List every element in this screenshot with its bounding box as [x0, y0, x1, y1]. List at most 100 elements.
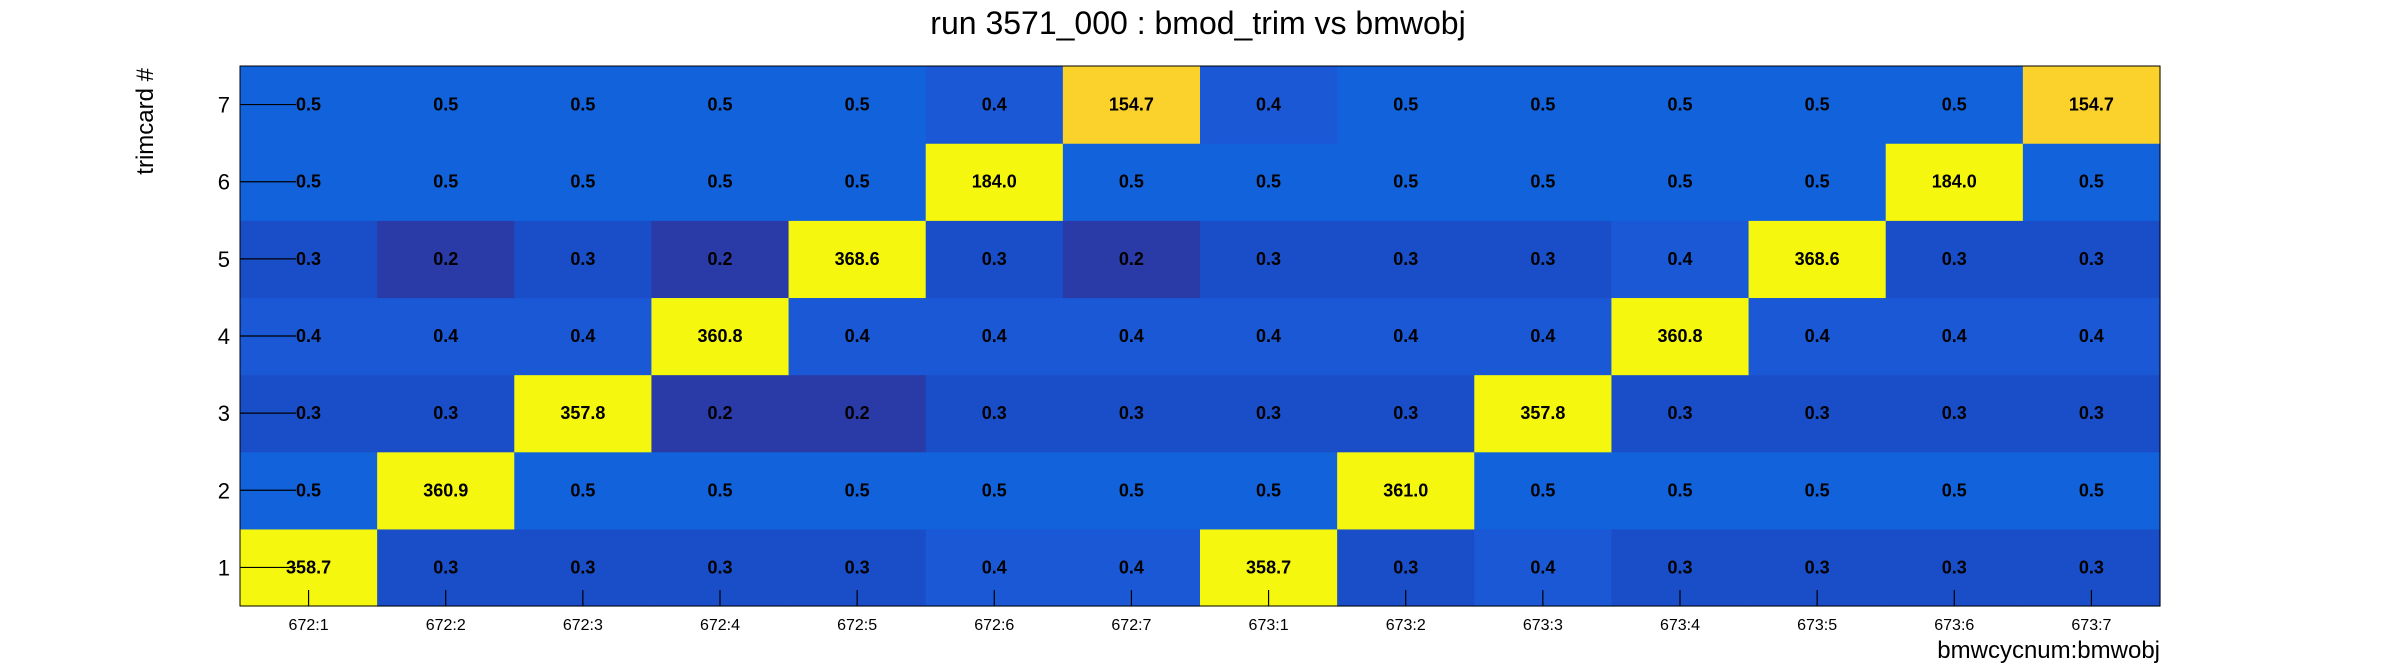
heatmap-cell	[1748, 220, 1887, 299]
cell-value-label: 0.3	[982, 249, 1007, 269]
heatmap-cell	[514, 297, 653, 376]
cell-value-label: 0.5	[296, 172, 321, 192]
cell-value-label: 0.5	[1393, 95, 1418, 115]
cell-value-label: 0.5	[1667, 480, 1692, 500]
heatmap-cell	[2022, 66, 2161, 144]
cell-value-label: 0.3	[2079, 557, 2104, 577]
cell-value-label: 0.3	[1667, 403, 1692, 423]
heatmap-cell	[788, 374, 927, 453]
cell-value-label: 0.4	[982, 326, 1007, 346]
cell-value-label: 0.3	[1256, 249, 1281, 269]
cell-value-label: 360.9	[423, 480, 468, 500]
cell-value-label: 0.5	[1667, 172, 1692, 192]
heatmap-cell	[377, 143, 515, 221]
x-tick-label: 673:1	[1249, 617, 1289, 634]
y-tick-label: 5	[218, 247, 230, 272]
heatmap-cell	[651, 66, 790, 144]
cell-value-label: 0.5	[1393, 172, 1418, 192]
heatmap-cell	[1337, 66, 1475, 144]
x-tick-label: 673:6	[1934, 617, 1974, 634]
heatmap-cell	[1748, 374, 1887, 453]
y-tick-label: 2	[218, 478, 230, 503]
cell-value-label: 0.3	[570, 249, 595, 269]
cell-value-label: 184.0	[972, 172, 1017, 192]
cell-value-label: 0.5	[1530, 172, 1555, 192]
cell-value-label: 368.6	[1795, 249, 1840, 269]
cell-value-label: 0.5	[433, 95, 458, 115]
cell-value-label: 0.2	[1119, 249, 1144, 269]
cell-value-label: 0.3	[845, 557, 870, 577]
cell-value-label: 368.6	[835, 249, 880, 269]
heatmap-cell	[1062, 66, 1201, 144]
heatmap-cell	[788, 66, 927, 144]
x-tick-label: 672:2	[426, 617, 466, 634]
heatmap-cell	[514, 66, 653, 144]
cell-value-label: 0.4	[1119, 326, 1144, 346]
cell-value-label: 0.5	[1530, 95, 1555, 115]
heatmap-cell	[514, 143, 653, 221]
cell-value-label: 0.3	[2079, 403, 2104, 423]
cell-value-label: 361.0	[1383, 480, 1428, 500]
heatmap-cell	[1062, 374, 1201, 453]
cell-value-label: 0.3	[433, 403, 458, 423]
x-tick-label: 673:4	[1660, 617, 1700, 634]
heatmap-cell	[788, 451, 927, 530]
cell-value-label: 0.5	[1667, 95, 1692, 115]
heatmap-cell	[788, 297, 927, 376]
y-axis-label: trimcard #	[132, 67, 159, 174]
cell-value-label: 0.5	[296, 480, 321, 500]
x-tick-label: 672:4	[700, 617, 740, 634]
cell-value-label: 0.4	[1393, 326, 1418, 346]
cell-value-label: 0.4	[982, 557, 1007, 577]
cell-value-label: 0.5	[845, 95, 870, 115]
heatmap-cell	[377, 297, 515, 376]
cell-value-label: 0.5	[570, 480, 595, 500]
cell-value-label: 0.5	[845, 480, 870, 500]
heatmap-cell	[1748, 451, 1887, 530]
cell-value-label: 0.5	[1942, 480, 1967, 500]
heatmap-cell	[651, 143, 790, 221]
cell-value-label: 0.5	[2079, 172, 2104, 192]
cell-value-label: 0.3	[1119, 403, 1144, 423]
y-tick-label: 1	[218, 555, 230, 580]
cell-value-label: 0.5	[707, 480, 732, 500]
chart-title: run 3571_000 : bmod_trim vs bmwobj	[930, 5, 1465, 41]
cell-value-label: 360.8	[1657, 326, 1702, 346]
cell-value-label: 0.4	[570, 326, 595, 346]
cell-value-label: 0.5	[570, 95, 595, 115]
heatmap-cell	[377, 66, 515, 144]
cell-value-label: 0.4	[1942, 326, 1967, 346]
cell-value-label: 358.7	[286, 557, 331, 577]
heatmap-cell	[1885, 451, 2024, 530]
cell-value-label: 184.0	[1932, 172, 1977, 192]
heatmap-cell	[1337, 143, 1475, 221]
cell-value-label: 0.4	[1805, 326, 1830, 346]
heatmap-cells	[240, 66, 2161, 607]
heatmap-cell	[1200, 374, 1338, 453]
cell-value-label: 0.2	[707, 403, 732, 423]
heatmap-cell	[377, 374, 515, 453]
y-tick-label: 3	[218, 401, 230, 426]
cell-labels: 358.7 0.3 0.3 0.3 0.3 0.4 0.4 358.7 0.3 0.4 0.3 0.3…	[286, 95, 2114, 578]
heatmap-cell	[2022, 297, 2161, 376]
heatmap-cell	[377, 220, 515, 299]
cell-value-label: 0.3	[433, 557, 458, 577]
cell-value-label: 0.3	[570, 557, 595, 577]
heatmap-cell	[1885, 143, 2024, 221]
x-tick-label: 672:1	[289, 617, 329, 634]
cell-value-label: 0.4	[1530, 326, 1555, 346]
heatmap-cell	[1337, 374, 1475, 453]
heatmap-cell	[1611, 374, 1750, 453]
heatmap-cell	[1200, 451, 1338, 530]
heatmap-cell	[1748, 297, 1887, 376]
heatmap-cell	[1611, 451, 1750, 530]
cell-value-label: 0.3	[1393, 403, 1418, 423]
cell-value-label: 0.2	[845, 403, 870, 423]
heatmap-cell	[1748, 66, 1887, 144]
cell-value-label: 0.4	[845, 326, 870, 346]
heatmap-cell	[925, 374, 1064, 453]
x-tick-label: 672:7	[1111, 617, 1151, 634]
heatmap-cell	[514, 451, 653, 530]
cell-value-label: 0.3	[1393, 249, 1418, 269]
